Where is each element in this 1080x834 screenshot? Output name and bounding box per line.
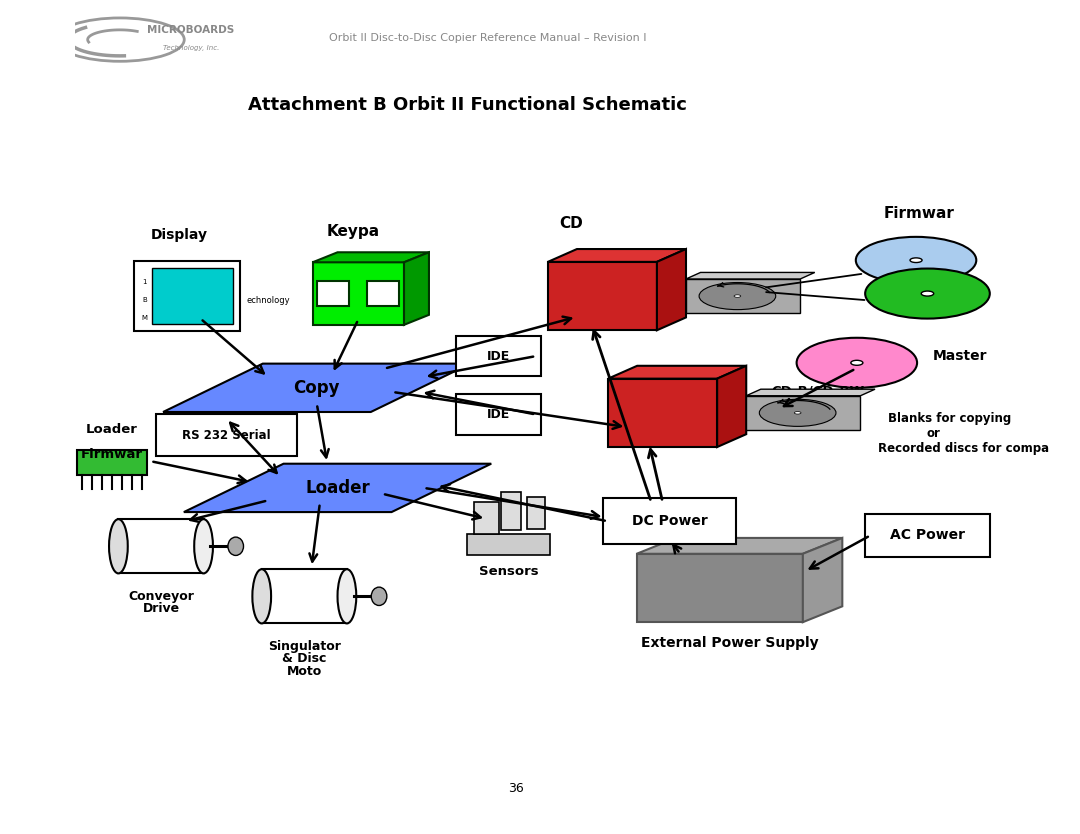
Polygon shape [746,389,875,396]
Polygon shape [802,538,842,622]
FancyBboxPatch shape [119,519,203,574]
Text: Drive: Drive [143,602,179,615]
Ellipse shape [194,519,213,574]
Polygon shape [608,366,746,379]
Ellipse shape [759,399,836,426]
Polygon shape [163,364,471,412]
FancyBboxPatch shape [604,499,737,545]
Text: 1: 1 [143,279,147,284]
Polygon shape [548,262,657,330]
Polygon shape [686,279,800,313]
Text: & Disc: & Disc [282,652,326,666]
Text: Sensors: Sensors [480,565,539,579]
FancyBboxPatch shape [134,262,240,331]
Text: Copy: Copy [294,379,340,397]
Text: Recorded discs for compa: Recorded discs for compa [878,442,1049,455]
FancyBboxPatch shape [527,497,545,529]
FancyBboxPatch shape [151,268,232,324]
Polygon shape [657,249,686,330]
Text: CD-R/CD-RW: CD-R/CD-RW [772,384,865,398]
Text: RS 232 Serial: RS 232 Serial [183,429,271,442]
Text: IDE: IDE [487,349,510,363]
FancyBboxPatch shape [318,280,350,307]
Text: Blanks for copying: Blanks for copying [888,412,1011,425]
FancyBboxPatch shape [474,502,499,534]
Text: CD: CD [559,216,583,231]
Text: Firmwar: Firmwar [883,206,955,221]
Polygon shape [608,379,717,447]
Polygon shape [184,464,491,512]
Text: Firmwar: Firmwar [81,448,144,461]
Ellipse shape [699,283,775,309]
Polygon shape [717,366,746,447]
Ellipse shape [372,587,387,605]
Polygon shape [637,554,802,622]
Ellipse shape [855,237,976,284]
FancyBboxPatch shape [77,450,148,475]
FancyBboxPatch shape [501,492,522,530]
Text: echnology: echnology [246,296,289,304]
Text: B: B [141,297,147,303]
Ellipse shape [253,570,271,624]
Text: AC Power: AC Power [890,529,964,542]
Text: IDE: IDE [487,408,510,421]
Ellipse shape [921,291,934,296]
FancyBboxPatch shape [367,280,400,307]
FancyBboxPatch shape [261,570,347,624]
Text: Loader: Loader [86,423,138,436]
Ellipse shape [228,537,243,555]
Text: Attachment B Orbit II Functional Schematic: Attachment B Orbit II Functional Schemat… [248,96,687,114]
Polygon shape [404,252,429,324]
Ellipse shape [734,295,741,297]
Polygon shape [686,273,814,279]
Text: Loader: Loader [306,479,370,497]
Polygon shape [312,252,429,262]
Ellipse shape [338,570,356,624]
Ellipse shape [794,412,801,414]
Text: M: M [141,315,147,321]
FancyBboxPatch shape [865,514,989,557]
FancyBboxPatch shape [456,394,541,435]
Text: Moto: Moto [286,665,322,678]
Polygon shape [637,538,842,554]
FancyBboxPatch shape [456,336,541,376]
Text: Singulator: Singulator [268,640,341,653]
Text: Keypa: Keypa [326,224,380,239]
FancyBboxPatch shape [157,414,297,456]
Text: Orbit II Disc-to-Disc Copier Reference Manual – Revision I: Orbit II Disc-to-Disc Copier Reference M… [329,33,647,43]
Ellipse shape [910,258,922,263]
FancyBboxPatch shape [468,534,551,555]
Polygon shape [312,262,404,324]
Polygon shape [746,396,861,430]
Ellipse shape [109,519,127,574]
Ellipse shape [865,269,989,319]
Text: External Power Supply: External Power Supply [642,636,819,651]
Ellipse shape [797,338,917,388]
Ellipse shape [851,360,863,365]
Polygon shape [548,249,686,262]
Text: Master: Master [933,349,987,363]
Text: Display: Display [151,228,208,242]
Text: DC Power: DC Power [632,515,707,528]
Text: Conveyor: Conveyor [129,590,194,603]
Text: or: or [927,427,941,440]
Text: 36: 36 [509,781,524,795]
Text: Writer: Writer [772,413,820,426]
